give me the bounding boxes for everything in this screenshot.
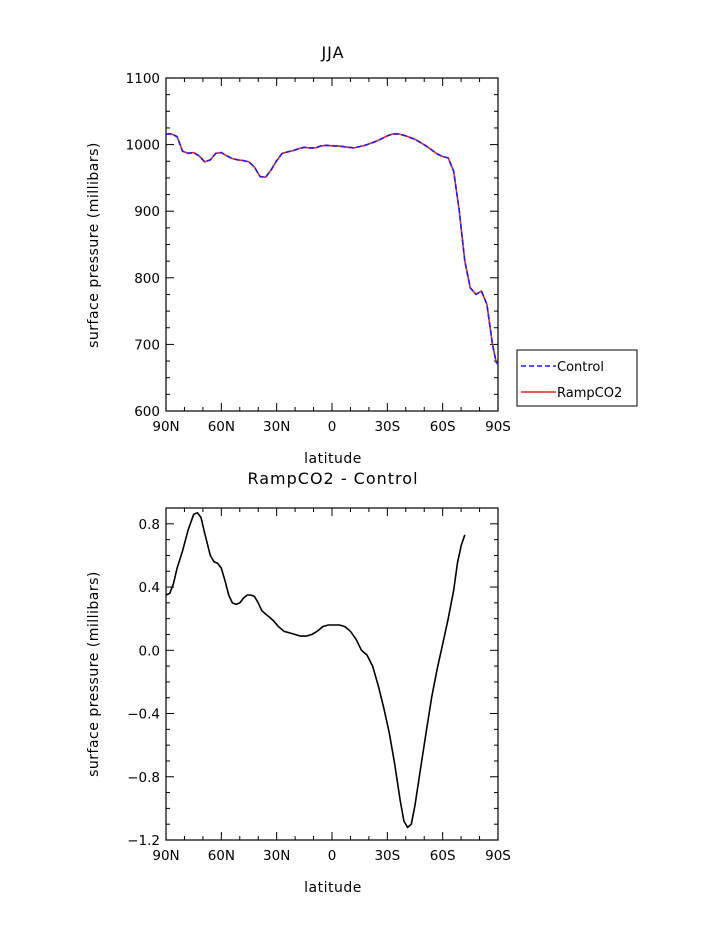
plot-area-frame xyxy=(165,77,499,412)
series-lines xyxy=(166,133,499,365)
series-lines xyxy=(165,511,466,829)
legend-label-rampco2: RampCO2 xyxy=(557,386,622,401)
y-tick-label: 900 xyxy=(134,204,160,220)
plot-area-frame xyxy=(165,507,499,841)
x-tick-label: 90S xyxy=(485,848,511,864)
legend-box xyxy=(516,349,638,407)
legend-label-control: Control xyxy=(557,360,604,375)
x-tick-label: 0 xyxy=(328,419,337,435)
series-line-difference xyxy=(165,511,466,829)
x-tick-labels: 90N 60N 30N 0 30S 60S 90S xyxy=(152,848,511,864)
y-tick-label: 0.4 xyxy=(139,580,160,596)
x-tick-label: 60N xyxy=(208,419,235,435)
y-tick-labels: −1.2 −0.8 −0.4 0.0 0.4 0.8 xyxy=(127,517,160,849)
y-tick-label: −1.2 xyxy=(127,833,160,849)
x-tick-label: 90N xyxy=(152,848,179,864)
x-axis-label: latitude xyxy=(304,451,362,467)
x-tick-label: 90S xyxy=(485,419,511,435)
chart-title: RampCO2 - Control xyxy=(247,469,418,488)
x-axis-label: latitude xyxy=(304,880,362,896)
y-tick-label: −0.4 xyxy=(127,707,160,723)
x-tick-labels: 90N 60N 30N 0 30S 60S 90S xyxy=(152,419,511,435)
y-tick-labels: 600 700 800 900 1000 1100 xyxy=(126,71,160,420)
x-tick-label: 30N xyxy=(263,848,290,864)
x-tick-label: 90N xyxy=(152,419,179,435)
x-tick-label: 0 xyxy=(328,848,337,864)
x-tick-label: 30N xyxy=(263,419,290,435)
y-tick-label: 0.8 xyxy=(139,517,160,533)
x-tick-label: 30S xyxy=(374,419,400,435)
x-tick-label: 30S xyxy=(374,848,400,864)
y-axis-label: surface pressure (millibars) xyxy=(86,571,102,777)
y-tick-label: 0.0 xyxy=(139,643,160,659)
x-tick-label: 60S xyxy=(430,419,456,435)
y-tick-label: 1000 xyxy=(126,138,160,154)
x-tick-label: 60S xyxy=(430,848,456,864)
y-tick-label: 1100 xyxy=(126,71,160,87)
series-line-control xyxy=(166,133,499,365)
y-tick-label: 600 xyxy=(134,404,160,420)
y-tick-label: 800 xyxy=(134,271,160,287)
chart-title: JJA xyxy=(320,43,344,62)
series-line-rampco2 xyxy=(166,133,499,365)
top-panel-jja: JJA 600 700 800 900 1000 1100 90N 60N 30N 0 30S 60… xyxy=(86,43,511,467)
y-tick-label: −0.8 xyxy=(127,770,160,786)
y-tick-label: 700 xyxy=(134,337,160,353)
legend: Control RampCO2 xyxy=(516,349,638,407)
axis-ticks xyxy=(165,77,499,412)
axis-ticks xyxy=(165,508,499,841)
x-tick-label: 60N xyxy=(208,848,235,864)
bottom-panel-difference: RampCO2 - Control −1.2−0.8−0.40.00.40.8 … xyxy=(86,469,511,896)
y-axis-label: surface pressure (millibars) xyxy=(86,142,102,348)
